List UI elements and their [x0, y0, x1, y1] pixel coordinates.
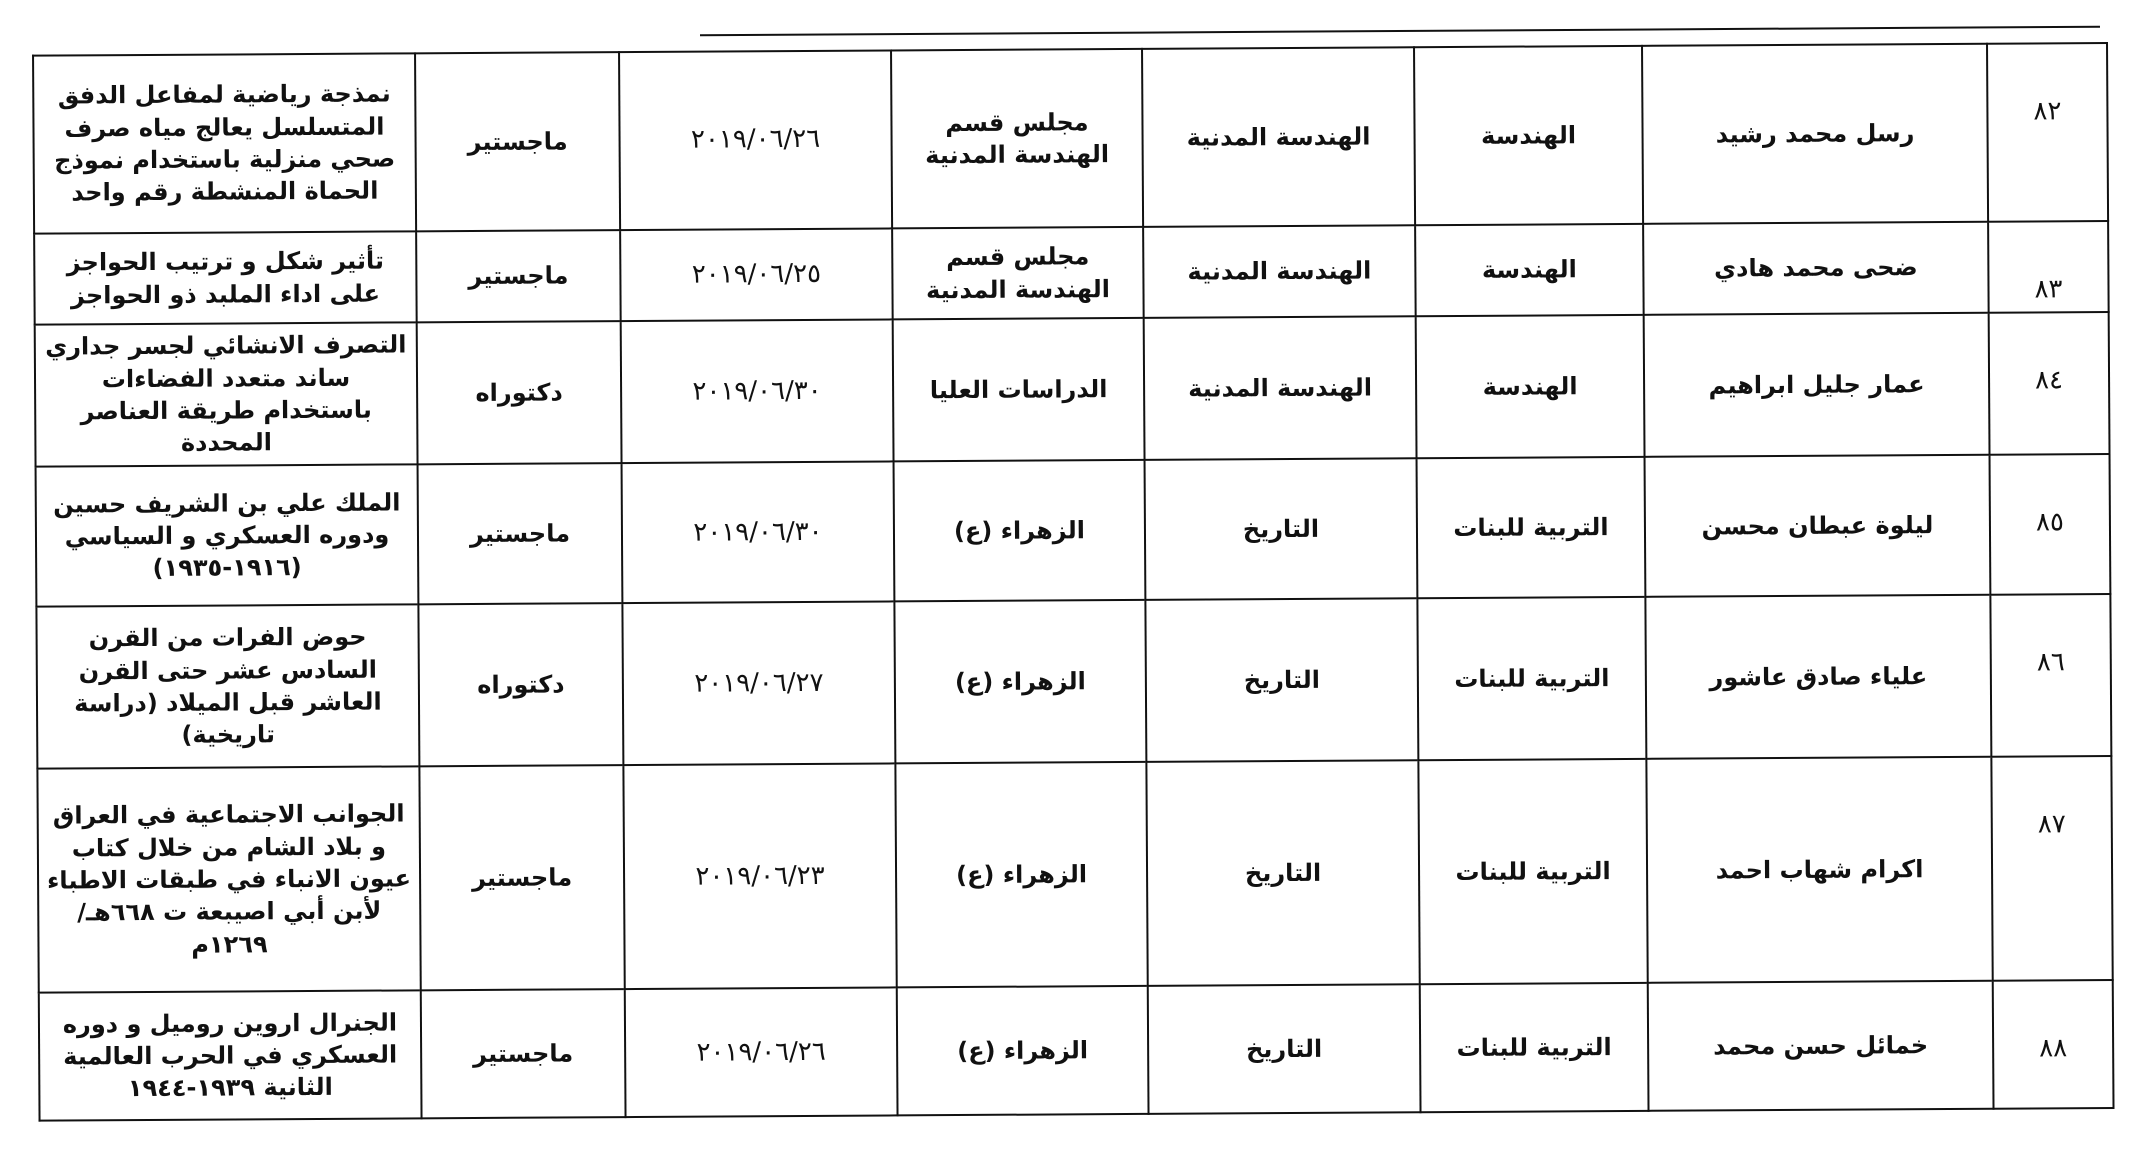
department: التاريخ: [1146, 760, 1420, 986]
student-name: اكرام شهاب احمد: [1646, 756, 1993, 983]
row-number: ٨٧: [1991, 756, 2113, 981]
table-row: ٨٧ اكرام شهاب احمد التربية للبنات التاري…: [37, 756, 2113, 993]
date: ٢٠١٩/٠٦/٢٦: [619, 50, 893, 231]
degree: ماجستير: [416, 230, 621, 323]
table-row: ٨٤ عمار جليل ابراهيم الهندسة الهندسة الم…: [34, 312, 2110, 467]
student-name: علياء صادق عاشور: [1645, 594, 1992, 759]
college: الهندسة: [1415, 314, 1645, 459]
table-row: ٨٣ ضحى محمد هادي الهندسة الهندسة المدنية…: [34, 221, 2109, 325]
college: التربية للبنات: [1418, 758, 1648, 985]
degree: ماجستير: [415, 52, 621, 232]
table-row: ٨٦ علياء صادق عاشور التربية للبنات التار…: [36, 594, 2112, 769]
council: الزهراء (ع): [895, 761, 1148, 988]
student-name: رسل محمد رشيد: [1642, 43, 1989, 224]
thesis-title: التصرف الانشائي لجسر جداري ساند متعدد ال…: [34, 322, 418, 467]
date: ٢٠١٩/٠٦/٢٧: [622, 601, 896, 766]
council: الزهراء (ع): [896, 985, 1149, 1116]
date: ٢٠١٩/٠٦/٢٥: [620, 228, 893, 322]
row-number: ٨٤: [1988, 312, 2110, 455]
thesis-table: ٨٢ رسل محمد رشيد الهندسة الهندسة المدنية…: [32, 42, 2114, 1122]
student-name: ضحى محمد هادي: [1643, 221, 1989, 315]
thesis-title: حوض الفرات من القرن السادس عشر حتى القرن…: [36, 604, 420, 769]
college: التربية للبنات: [1416, 456, 1646, 599]
council: مجلس قسم الهندسة المدنية: [891, 48, 1144, 229]
college: الهندسة: [1415, 223, 1644, 317]
college: التربية للبنات: [1419, 982, 1649, 1113]
row-number: ٨٥: [1989, 454, 2111, 595]
department: التاريخ: [1144, 458, 1418, 600]
table-row: ٨٢ رسل محمد رشيد الهندسة الهندسة المدنية…: [33, 43, 2109, 234]
degree: دكتوراه: [416, 321, 622, 465]
college: التربية للبنات: [1417, 596, 1647, 761]
thesis-title: الملك علي بن الشريف حسين ودوره العسكري و…: [35, 464, 419, 607]
department: الهندسة المدنية: [1142, 47, 1416, 227]
degree: ماجستير: [417, 463, 623, 605]
row-number: ٨٢: [1987, 43, 2109, 222]
council: الدراسات العليا: [892, 317, 1145, 462]
student-name: ليلوة عبطان محسن: [1644, 454, 1991, 597]
student-name: خمائل حسن محمد: [1647, 980, 1994, 1111]
date: ٢٠١٩/٠٦/٣٠: [621, 461, 895, 604]
department: التاريخ: [1145, 598, 1419, 762]
row-number: ٨٦: [1990, 594, 2112, 757]
council: مجلس قسم الهندسة المدنية: [892, 226, 1144, 320]
degree: ماجستير: [420, 989, 626, 1119]
thesis-title: الجنرال اروين روميل و دوره العسكري في ال…: [38, 990, 422, 1121]
department: الهندسة المدنية: [1143, 225, 1416, 318]
date: ٢٠١٩/٠٦/٢٦: [624, 987, 898, 1118]
table-row: ٨٨ خمائل حسن محمد التربية للبنات التاريخ…: [38, 980, 2114, 1121]
thesis-title: نمذجة رياضية لمفاعل الدفق المتسلسل يعالج…: [33, 53, 417, 234]
date: ٢٠١٩/٠٦/٢٣: [623, 763, 897, 990]
thesis-title: الجوانب الاجتماعية في العراق و بلاد الشا…: [37, 766, 421, 993]
council: الزهراء (ع): [894, 599, 1147, 764]
college: الهندسة: [1414, 45, 1644, 226]
date: ٢٠١٩/٠٦/٣٠: [620, 319, 894, 464]
row-number: ٨٣: [1988, 221, 2109, 313]
top-rule: [700, 25, 2100, 37]
department: التاريخ: [1147, 984, 1421, 1114]
degree: دكتوراه: [418, 603, 624, 767]
student-name: عمار جليل ابراهيم: [1643, 312, 1990, 457]
thesis-title: تأثير شكل و ترتيب الحواجز على اداء الملب…: [34, 231, 417, 325]
council: الزهراء (ع): [893, 459, 1146, 602]
department: الهندسة المدنية: [1143, 316, 1417, 460]
table-row: ٨٥ ليلوة عبطان محسن التربية للبنات التار…: [35, 454, 2111, 607]
row-number: ٨٨: [1992, 980, 2114, 1109]
degree: ماجستير: [419, 765, 625, 991]
